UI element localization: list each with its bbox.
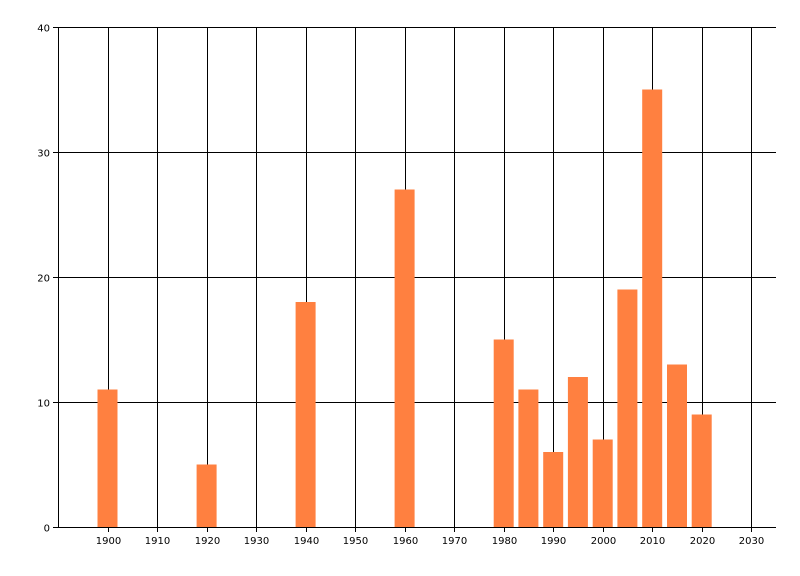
y-tick-label: 0	[44, 524, 50, 535]
axes	[53, 27, 776, 532]
x-tick-label: 1980	[492, 536, 517, 547]
bar-1985-5	[518, 389, 539, 527]
x-tick-label: 1940	[294, 536, 319, 547]
bar-2010-10	[642, 89, 663, 527]
bar-series	[97, 89, 712, 527]
bar-1980-4	[493, 339, 514, 527]
bar-1960-3	[394, 189, 415, 527]
x-tick-label: 2010	[640, 536, 665, 547]
bar-1995-7	[567, 377, 588, 527]
x-tick-label: 1970	[442, 536, 467, 547]
x-tick-label: 2030	[739, 536, 764, 547]
bar-2015-11	[667, 364, 687, 527]
x-tick-label: 1920	[195, 536, 220, 547]
y-tick-label: 10	[37, 399, 50, 410]
y-tick-label: 30	[37, 149, 50, 160]
x-tick-label: 1990	[541, 536, 566, 547]
y-tick-label: 20	[37, 274, 50, 285]
x-tick-label: 1930	[244, 536, 269, 547]
bar-2020-12	[691, 414, 712, 527]
x-tick-label: 1950	[343, 536, 368, 547]
x-tick-label: 1900	[96, 536, 121, 547]
bar-2000-8	[592, 439, 613, 527]
bar-1990-6	[543, 452, 564, 527]
bar-2005-9	[617, 289, 638, 527]
x-tick-label: 2020	[690, 536, 715, 547]
x-tick-label: 1960	[393, 536, 418, 547]
bar-1920-1	[196, 464, 217, 527]
y-tick-label: 40	[37, 24, 50, 35]
x-tick-label: 2000	[591, 536, 616, 547]
x-tick-label: 1910	[145, 536, 170, 547]
bar-1900-0	[97, 389, 118, 527]
bar-1940-2	[295, 302, 316, 527]
